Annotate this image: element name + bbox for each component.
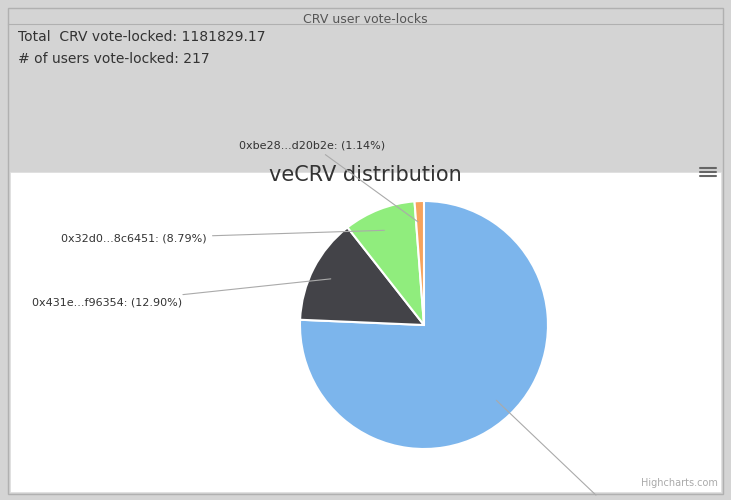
Text: 0x9b44...36b029: (71.02%): 0x9b44...36b029: (71.02%) (496, 400, 683, 500)
Text: CRV user vote-locks: CRV user vote-locks (303, 13, 428, 26)
FancyBboxPatch shape (8, 8, 723, 494)
Text: 0xbe28...d20b2e: (1.14%): 0xbe28...d20b2e: (1.14%) (239, 140, 418, 222)
Text: # of users vote-locked: 217: # of users vote-locked: 217 (18, 52, 210, 66)
Wedge shape (347, 202, 424, 325)
Text: Total  CRV vote-locked: 1181829.17: Total CRV vote-locked: 1181829.17 (18, 30, 265, 44)
Text: Highcharts.com: Highcharts.com (641, 478, 718, 488)
Text: veCRV distribution: veCRV distribution (268, 165, 461, 185)
Wedge shape (300, 228, 424, 325)
Wedge shape (414, 201, 424, 325)
Wedge shape (300, 201, 548, 449)
FancyBboxPatch shape (10, 172, 721, 492)
Text: 0x431e...f96354: (12.90%): 0x431e...f96354: (12.90%) (32, 279, 330, 308)
Text: 0x32d0...8c6451: (8.79%): 0x32d0...8c6451: (8.79%) (61, 230, 385, 243)
